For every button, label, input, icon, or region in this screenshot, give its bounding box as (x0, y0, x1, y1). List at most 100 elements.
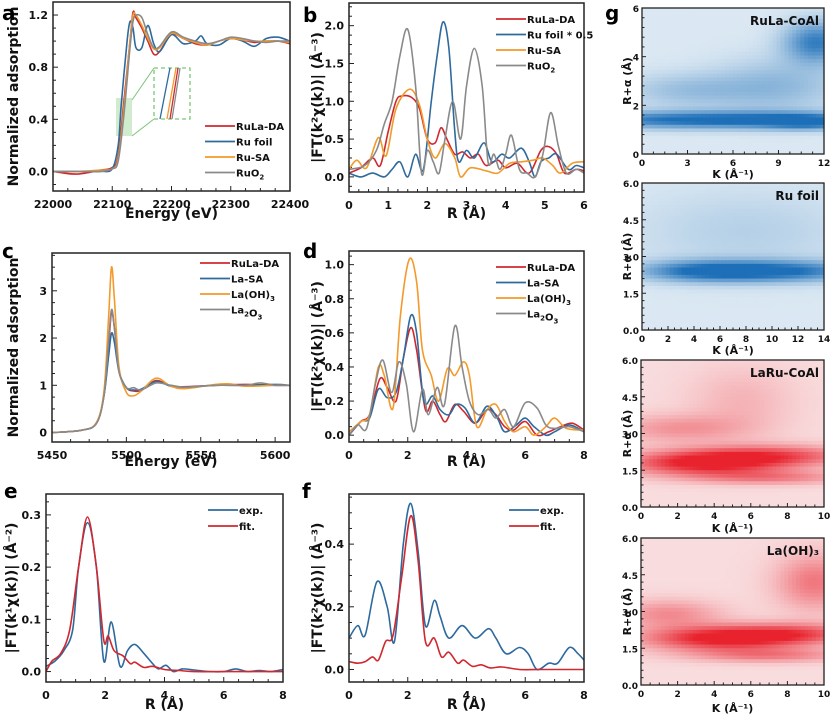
heatmap-cell (729, 208, 734, 213)
heatmap-cell (725, 48, 730, 53)
heatmap-cell (808, 318, 813, 324)
heatmap-cell (681, 113, 687, 119)
heatmap-cell (752, 132, 758, 137)
heatmap-cell (693, 150, 698, 155)
series-group (349, 502, 584, 671)
heatmap-cell (748, 70, 754, 75)
heatmap-cell (752, 66, 758, 71)
heatmap-cell (685, 70, 691, 75)
heatmap-cell (816, 318, 821, 324)
heatmap-cell (717, 106, 722, 111)
heatmap-cell (740, 296, 746, 302)
heatmap-cell (645, 59, 651, 64)
heatmap-cell (764, 132, 770, 137)
heatmap-cell (725, 205, 730, 210)
heatmap-cell (816, 37, 821, 42)
heatmap-cell (642, 135, 647, 140)
heatmap-cell (808, 201, 813, 206)
heatmap-cell (728, 396, 734, 402)
heatmap-cell (665, 33, 671, 38)
heatmap-cell (748, 289, 754, 294)
heatmap-cell (812, 55, 817, 60)
heatmap-cell (736, 73, 742, 78)
heatmap-cell (796, 285, 801, 291)
heatmap-cell (701, 88, 706, 93)
heatmap-cell (733, 194, 738, 199)
heatmap-cell (693, 300, 698, 305)
heatmap-cell (804, 216, 809, 221)
heatmap-cell (721, 77, 726, 82)
heatmap-cell (661, 219, 667, 225)
heatmap-cell (760, 404, 765, 409)
heatmap-cell (733, 44, 738, 49)
heatmap-cell (729, 289, 734, 294)
heatmap-cell (776, 385, 781, 390)
heatmap-cell (681, 227, 687, 232)
y-tick-label: 0.2 (22, 561, 42, 574)
heatmap-cell (820, 322, 825, 327)
heatmap-cell (732, 400, 738, 405)
heatmap-cell (820, 271, 825, 276)
y-tick-label: 3 (39, 285, 47, 298)
heatmap-cell (784, 40, 789, 46)
heatmap-cell (645, 311, 651, 316)
heatmap-cell (804, 190, 809, 195)
heatmap-cell (752, 81, 758, 86)
heatmap-cell (645, 296, 651, 302)
heatmap-cell (697, 62, 702, 67)
heatmap-cell (717, 293, 722, 298)
heatmap-cell (669, 223, 675, 228)
heatmap-cell (760, 274, 766, 280)
heatmap-cell (728, 411, 734, 416)
heatmap-cell (685, 238, 691, 243)
heatmap-cell (820, 227, 825, 232)
heatmap-cell (780, 289, 786, 294)
heatmap-cell (661, 183, 667, 188)
heatmap-cell (772, 274, 778, 280)
heatmap-cell (776, 382, 781, 387)
heatmap-cell (677, 197, 683, 202)
heatmap-cell (788, 190, 793, 195)
heatmap-cell (733, 143, 738, 148)
heatmap-cell (752, 267, 758, 272)
heatmap-cell (693, 230, 698, 236)
heatmap-cell (772, 219, 778, 225)
x-axis-title: R (Å) (447, 453, 486, 470)
heatmap-cell (665, 84, 671, 89)
heatmap-cell (748, 293, 754, 298)
heatmap-cell (804, 70, 809, 75)
heatmap-cell (756, 252, 762, 258)
heatmap-cell (665, 29, 671, 35)
heatmap-cell (748, 81, 754, 86)
heatmap-cell (733, 278, 738, 283)
heatmap-cell (736, 219, 742, 225)
heatmap-cell (653, 227, 659, 232)
heatmap-cell (768, 407, 773, 413)
heatmap-cell (788, 300, 793, 305)
heatmap-cell (784, 252, 789, 258)
heatmap-cell (800, 37, 805, 42)
heatmap-cell (808, 62, 813, 67)
x-tick-label: 0 (639, 335, 645, 345)
heatmap-cell (820, 70, 825, 75)
heatmap-cell (820, 285, 825, 291)
heatmap-cell (649, 59, 655, 64)
heatmap-cell (776, 208, 782, 213)
heatmap-cell (740, 66, 746, 71)
heatmap-cell (688, 396, 694, 402)
heatmap-cell (768, 400, 773, 405)
heatmap-cell (725, 15, 730, 20)
heatmap-cell (760, 88, 766, 93)
heatmap-cell (712, 367, 718, 372)
heatmap-cell (756, 29, 762, 35)
heatmap-cell (732, 396, 738, 402)
heatmap-cell (713, 121, 718, 126)
heatmap-cell (744, 132, 750, 137)
heatmap-cell (744, 29, 750, 35)
heatmap-cell (780, 216, 786, 221)
heatmap-cell (748, 22, 754, 27)
heatmap-cell (677, 121, 683, 126)
heatmap-cell (820, 212, 825, 217)
heatmap-cell (668, 396, 674, 402)
heatmap-cell (796, 99, 801, 104)
